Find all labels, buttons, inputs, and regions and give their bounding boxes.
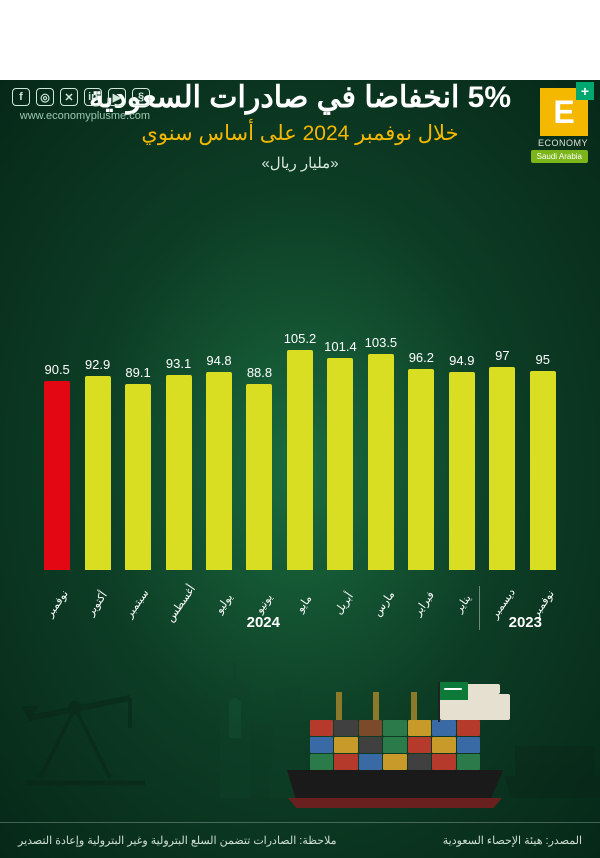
logo-badge: Saudi Arabia (531, 150, 588, 163)
footer: المصدر: هيئة الإحصاء السعودية ملاحظة: ال… (0, 822, 600, 858)
shipping-container (359, 754, 382, 770)
bar-value: 93.1 (166, 356, 191, 371)
bar-column: 93.1 (161, 356, 195, 570)
bar-column: 90.5 (40, 362, 74, 570)
labels-row: نوفمبرديسمبرينايرفبرايرمارسأبريلمايويوني… (40, 597, 560, 610)
bar-column: 105.2 (283, 331, 317, 570)
bar-column: 103.5 (364, 335, 398, 570)
footer-note: ملاحظة: الصادرات تتضمن السلع البترولية و… (18, 834, 337, 847)
shipping-container (432, 720, 455, 736)
bar-column: 92.9 (80, 357, 114, 570)
shipping-container (383, 720, 406, 736)
shipping-container (457, 720, 480, 736)
bar-column: 95 (526, 352, 560, 570)
header: E ECONOMY Saudi Arabia f ◎ ✕ in ▶ § www.… (0, 80, 600, 150)
bar-value: 103.5 (365, 335, 398, 350)
website-url: www.economyplusme.com (20, 110, 150, 122)
logo-mark: E (540, 88, 588, 136)
shipping-container (359, 737, 382, 753)
shipping-container (310, 754, 333, 770)
shipping-container (383, 754, 406, 770)
linkedin-icon: in (84, 88, 102, 106)
bar-value: 90.5 (44, 362, 69, 377)
bar-column: 94.9 (445, 353, 479, 570)
bar (408, 369, 434, 570)
bar-column: 89.1 (121, 365, 155, 570)
bar-value: 105.2 (284, 331, 317, 346)
shipping-container (334, 720, 357, 736)
bar-chart: 95 97 94.9 96.2 103.5 101.4 105.2 88.8 94.8 93.1 8… (40, 290, 560, 610)
bar-value: 97 (495, 348, 509, 363)
bars-row: 95 97 94.9 96.2 103.5 101.4 105.2 88.8 94.8 93.1 8… (40, 320, 560, 570)
bar (489, 367, 515, 570)
bar-column: 94.8 (202, 353, 236, 570)
pumpjack-icon (20, 678, 150, 788)
bar-value: 95 (536, 352, 550, 367)
shipping-container (383, 737, 406, 753)
shipping-container (457, 754, 480, 770)
bar (287, 350, 313, 570)
riyadh-skyline-icon (190, 658, 410, 798)
bar (206, 372, 232, 570)
bar-value: 88.8 (247, 365, 272, 380)
shipping-container (432, 737, 455, 753)
bar (530, 371, 556, 570)
background-ship-icon (500, 738, 600, 798)
bar (44, 381, 70, 570)
shipping-container (408, 737, 431, 753)
bar-value: 94.9 (449, 353, 474, 368)
bar (85, 376, 111, 570)
brand-logo: E ECONOMY Saudi Arabia (531, 88, 588, 163)
container-ship-icon (270, 678, 530, 808)
threads-icon: § (132, 88, 150, 106)
instagram-icon: ◎ (36, 88, 54, 106)
flag-pole (438, 682, 440, 722)
unit-label: «مليار ريال» (0, 154, 600, 172)
bar (125, 384, 151, 570)
bar-column: 97 (485, 348, 519, 570)
bar (368, 354, 394, 570)
year-row: 2023 2024 (40, 614, 560, 638)
shipping-container (359, 720, 382, 736)
shipping-container (310, 720, 333, 736)
bar-column: 88.8 (242, 365, 276, 570)
year-2024: 2024 (247, 614, 280, 631)
header-right: f ◎ ✕ in ▶ § www.economyplusme.com (12, 88, 150, 122)
bar (246, 384, 272, 570)
infographic-page: E ECONOMY Saudi Arabia f ◎ ✕ in ▶ § www.… (0, 80, 600, 858)
x-icon: ✕ (60, 88, 78, 106)
shipping-container (457, 737, 480, 753)
saudi-flag-icon (440, 682, 468, 700)
bar-column: 96.2 (404, 350, 438, 570)
bar-column: 101.4 (323, 339, 357, 570)
bar-value: 96.2 (409, 350, 434, 365)
social-icons: f ◎ ✕ in ▶ § (12, 88, 150, 106)
bar-value: 92.9 (85, 357, 110, 372)
shipping-container (310, 737, 333, 753)
decorative-imagery (0, 638, 600, 818)
bar-value: 89.1 (125, 365, 150, 380)
shipping-container (334, 737, 357, 753)
bar (166, 375, 192, 570)
year-separator (479, 586, 480, 630)
shipping-container (334, 754, 357, 770)
shipping-container (432, 754, 455, 770)
bar-value: 94.8 (206, 353, 231, 368)
logo-word: ECONOMY (538, 138, 588, 148)
bar (327, 358, 353, 570)
facebook-icon: f (12, 88, 30, 106)
shipping-container (408, 754, 431, 770)
year-2023: 2023 (509, 614, 542, 631)
bar-value: 101.4 (324, 339, 357, 354)
youtube-icon: ▶ (108, 88, 126, 106)
shipping-container (408, 720, 431, 736)
footer-source: المصدر: هيئة الإحصاء السعودية (443, 834, 582, 847)
bar (449, 372, 475, 570)
